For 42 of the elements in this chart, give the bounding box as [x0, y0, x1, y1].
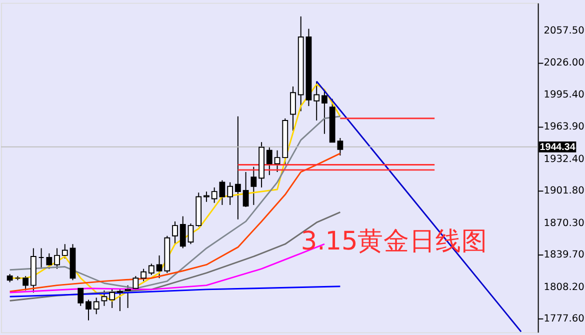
candlestick [46, 252, 52, 270]
y-tick-label: 1870.30 [544, 218, 584, 230]
candlestick [242, 171, 249, 208]
candlestick [148, 263, 154, 276]
y-tick-label: 1963.90 [544, 122, 584, 133]
candlestick [140, 268, 146, 282]
candlestick [78, 288, 84, 306]
candlestick [227, 182, 234, 206]
y-tick-label: 1777.60 [544, 314, 584, 325]
candlestick [54, 248, 60, 270]
candlestick [38, 248, 44, 270]
candlestick [124, 284, 131, 308]
candlestick [62, 244, 68, 260]
candlestick [180, 216, 186, 249]
candlestick [116, 288, 123, 312]
y-tick-label: 1901.80 [544, 186, 584, 197]
y-tick-label: 1932.40 [544, 154, 584, 166]
y-tick-label: 1839.70 [544, 250, 584, 261]
candlestick [234, 116, 241, 220]
y-tick-label: 2026.00 [544, 58, 584, 69]
candlestick [250, 166, 257, 206]
y-tick-label: 2057.50 [544, 25, 584, 36]
candlestick [219, 180, 226, 206]
y-tick-label: 1808.20 [544, 282, 584, 294]
candlestick [211, 186, 218, 204]
candlestick [188, 223, 194, 245]
candlestick [156, 254, 162, 279]
candlestick [109, 288, 116, 308]
candlestick [314, 80, 320, 121]
candlestick [101, 290, 108, 306]
line-series [9, 286, 341, 298]
candlestick [86, 299, 92, 321]
candlestick [322, 89, 328, 134]
candlestick [172, 220, 178, 245]
candlestick [274, 150, 280, 172]
candlestick [266, 146, 272, 176]
ref-line-label: 1944.34 [540, 142, 576, 153]
candlestick [22, 276, 29, 291]
candlestick [290, 86, 296, 132]
candlestick [93, 297, 100, 315]
y-tick-label: 1995.40 [544, 89, 584, 100]
candlestick [204, 191, 210, 202]
